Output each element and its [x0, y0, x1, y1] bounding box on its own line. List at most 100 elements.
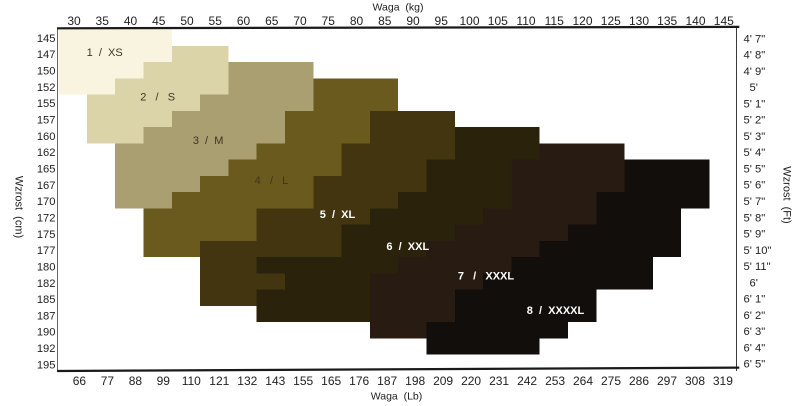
svg-text:6' 5": 6' 5" [744, 359, 766, 371]
svg-text:5 / XL: 5 / XL [320, 209, 356, 221]
svg-text:195: 195 [37, 359, 56, 371]
svg-text:4' 9": 4' 9" [744, 66, 766, 78]
svg-text:5' 11": 5' 11" [744, 261, 771, 273]
svg-text:2 / S: 2 / S [140, 91, 175, 103]
svg-text:110: 110 [182, 374, 201, 388]
svg-text:286: 286 [629, 374, 649, 388]
svg-text:177: 177 [37, 245, 56, 257]
svg-text:6' 3": 6' 3" [744, 326, 766, 338]
svg-text:120: 120 [572, 14, 592, 28]
svg-text:Waga (Lb): Waga (Lb) [371, 391, 423, 403]
svg-text:297: 297 [657, 374, 677, 388]
svg-text:130: 130 [629, 14, 649, 28]
svg-text:40: 40 [124, 14, 138, 28]
svg-text:6': 6' [750, 277, 758, 289]
svg-text:110: 110 [516, 14, 535, 28]
svg-text:1 / XS: 1 / XS [87, 47, 123, 59]
svg-text:6' 4": 6' 4" [744, 342, 766, 354]
svg-text:155: 155 [37, 98, 56, 110]
svg-text:308: 308 [685, 374, 705, 388]
svg-text:162: 162 [37, 147, 56, 159]
svg-text:100: 100 [459, 14, 479, 28]
svg-text:160: 160 [37, 131, 56, 143]
svg-text:6' 2": 6' 2" [744, 310, 766, 322]
svg-text:4 / L: 4 / L [255, 175, 289, 187]
svg-text:145: 145 [714, 14, 734, 28]
svg-text:30: 30 [67, 14, 81, 28]
svg-text:157: 157 [37, 114, 56, 126]
svg-text:6 / XXL: 6 / XXL [386, 241, 429, 253]
svg-text:198: 198 [405, 374, 425, 388]
svg-text:172: 172 [37, 212, 56, 224]
svg-text:170: 170 [37, 196, 56, 208]
svg-text:75: 75 [322, 14, 336, 28]
svg-text:145: 145 [37, 33, 56, 45]
svg-text:155: 155 [293, 374, 313, 388]
svg-text:60: 60 [237, 14, 251, 28]
svg-text:5' 5": 5' 5" [744, 164, 766, 176]
svg-text:5' 4": 5' 4" [744, 147, 766, 159]
svg-text:5' 6": 5' 6" [744, 180, 766, 192]
svg-text:275: 275 [601, 374, 621, 388]
svg-text:Wzrost (Ft): Wzrost (Ft) [781, 166, 793, 223]
svg-text:187: 187 [37, 310, 56, 322]
svg-text:242: 242 [517, 374, 537, 388]
svg-text:90: 90 [406, 14, 420, 28]
svg-text:209: 209 [433, 374, 453, 388]
svg-text:8 / XXXXL: 8 / XXXXL [527, 305, 585, 317]
svg-text:165: 165 [321, 374, 341, 388]
svg-text:35: 35 [96, 14, 110, 28]
svg-text:105: 105 [488, 14, 508, 28]
svg-text:132: 132 [237, 374, 257, 388]
svg-text:187: 187 [377, 374, 397, 388]
svg-text:180: 180 [37, 261, 56, 273]
svg-text:121: 121 [209, 374, 229, 388]
svg-text:135: 135 [657, 14, 677, 28]
svg-text:5' 10": 5' 10" [744, 245, 772, 257]
svg-text:220: 220 [461, 374, 481, 388]
svg-text:95: 95 [435, 14, 449, 28]
svg-text:Wzrost (cm): Wzrost (cm) [13, 176, 25, 238]
svg-text:231: 231 [489, 374, 509, 388]
svg-text:70: 70 [293, 14, 307, 28]
svg-text:165: 165 [37, 163, 56, 175]
svg-text:143: 143 [265, 374, 285, 388]
svg-text:253: 253 [545, 374, 565, 388]
svg-text:264: 264 [573, 374, 593, 388]
svg-text:7 / XXXL: 7 / XXXL [458, 270, 515, 282]
svg-text:5' 1": 5' 1" [744, 98, 766, 110]
svg-text:65: 65 [265, 14, 279, 28]
svg-text:140: 140 [685, 14, 705, 28]
svg-text:175: 175 [37, 229, 56, 241]
svg-text:88: 88 [129, 374, 143, 388]
svg-text:Waga (kg): Waga (kg) [373, 2, 424, 14]
svg-text:5' 3": 5' 3" [744, 131, 766, 143]
svg-text:147: 147 [37, 49, 56, 61]
svg-text:5': 5' [750, 82, 758, 94]
svg-text:6' 1": 6' 1" [744, 294, 766, 306]
svg-text:66: 66 [73, 374, 87, 388]
svg-text:5' 2": 5' 2" [744, 115, 766, 127]
svg-text:182: 182 [37, 278, 56, 290]
svg-text:45: 45 [152, 14, 166, 28]
svg-text:5' 7": 5' 7" [744, 196, 766, 208]
svg-text:3 / M: 3 / M [193, 135, 224, 147]
svg-text:85: 85 [378, 14, 392, 28]
svg-text:319: 319 [713, 374, 733, 388]
svg-text:50: 50 [180, 14, 194, 28]
svg-text:176: 176 [349, 374, 369, 388]
svg-text:4' 7": 4' 7" [744, 33, 766, 45]
svg-text:167: 167 [37, 180, 56, 192]
svg-text:5' 8": 5' 8" [744, 212, 766, 224]
svg-text:99: 99 [157, 374, 171, 388]
svg-text:115: 115 [545, 14, 564, 28]
svg-text:192: 192 [37, 343, 56, 355]
svg-text:152: 152 [37, 82, 56, 94]
svg-text:5' 9": 5' 9" [744, 229, 766, 241]
svg-text:125: 125 [601, 14, 621, 28]
svg-text:77: 77 [101, 374, 115, 388]
svg-text:150: 150 [37, 66, 56, 78]
svg-text:185: 185 [37, 294, 56, 306]
svg-text:80: 80 [350, 14, 364, 28]
svg-text:55: 55 [209, 14, 223, 28]
